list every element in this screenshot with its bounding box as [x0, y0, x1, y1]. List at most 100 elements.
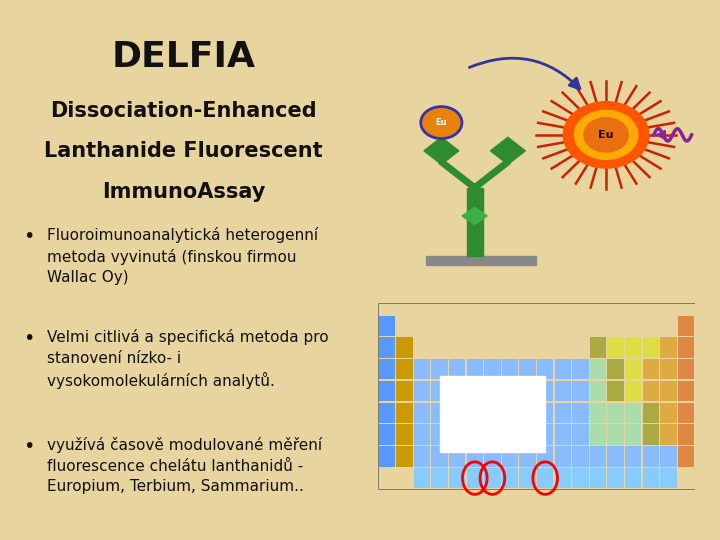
Bar: [608, 381, 624, 401]
Bar: [502, 403, 518, 423]
Bar: [537, 359, 554, 380]
Bar: [590, 381, 606, 401]
Text: •: •: [23, 227, 35, 246]
Bar: [572, 403, 589, 423]
Bar: [396, 381, 413, 401]
Bar: [414, 424, 431, 445]
Circle shape: [420, 106, 462, 139]
Bar: [590, 468, 606, 488]
Bar: [519, 468, 536, 488]
Bar: [449, 403, 465, 423]
Bar: [590, 424, 606, 445]
Bar: [431, 381, 448, 401]
Bar: [678, 315, 694, 336]
Bar: [625, 403, 642, 423]
Bar: [642, 381, 659, 401]
Bar: [379, 359, 395, 380]
Bar: [396, 403, 413, 423]
Bar: [572, 381, 589, 401]
Circle shape: [563, 102, 649, 168]
Bar: [660, 338, 677, 357]
Bar: [572, 468, 589, 488]
Text: Fluoroimunoanalytická heterogenní
metoda vyvinutá (finskou firmou
Wallac Oy): Fluoroimunoanalytická heterogenní metoda…: [47, 227, 318, 285]
Bar: [678, 403, 694, 423]
Bar: [642, 338, 659, 357]
FancyArrowPatch shape: [657, 131, 665, 139]
Bar: [625, 359, 642, 380]
Bar: [590, 446, 606, 467]
Bar: [660, 468, 677, 488]
Bar: [379, 424, 395, 445]
Bar: [519, 403, 536, 423]
Bar: [484, 359, 500, 380]
Bar: [537, 468, 554, 488]
Bar: [519, 446, 536, 467]
Bar: [396, 424, 413, 445]
Bar: [449, 359, 465, 380]
Bar: [449, 446, 465, 467]
Text: Dissociation-Enhanced: Dissociation-Enhanced: [50, 100, 317, 121]
Bar: [678, 424, 694, 445]
Bar: [625, 468, 642, 488]
Bar: [572, 446, 589, 467]
Bar: [431, 424, 448, 445]
Bar: [396, 359, 413, 380]
Bar: [484, 381, 500, 401]
Bar: [502, 468, 518, 488]
Bar: [379, 338, 395, 357]
Bar: [537, 403, 554, 423]
Bar: [467, 188, 482, 256]
Bar: [590, 359, 606, 380]
Bar: [502, 381, 518, 401]
Bar: [554, 446, 571, 467]
Bar: [608, 359, 624, 380]
Bar: [414, 359, 431, 380]
Text: DELFIA: DELFIA: [112, 40, 256, 73]
Text: využívá časově modulované měření
fluorescence chelátu lanthanidů -
Europium, Ter: využívá časově modulované měření fluores…: [47, 437, 322, 494]
Bar: [625, 338, 642, 357]
Bar: [414, 403, 431, 423]
Bar: [519, 359, 536, 380]
Bar: [414, 381, 431, 401]
Bar: [554, 381, 571, 401]
Bar: [467, 424, 483, 445]
Bar: [484, 446, 500, 467]
Bar: [431, 446, 448, 467]
Bar: [678, 381, 694, 401]
Bar: [642, 359, 659, 380]
Bar: [660, 381, 677, 401]
Text: Eu: Eu: [436, 118, 447, 127]
Text: ImmunoAssay: ImmunoAssay: [102, 181, 265, 202]
Bar: [414, 468, 431, 488]
Bar: [502, 359, 518, 380]
Bar: [608, 468, 624, 488]
Bar: [590, 403, 606, 423]
Text: •: •: [23, 329, 35, 348]
Bar: [449, 381, 465, 401]
Bar: [554, 424, 571, 445]
Bar: [590, 338, 606, 357]
Bar: [467, 403, 483, 423]
Polygon shape: [462, 207, 487, 225]
Bar: [608, 424, 624, 445]
Text: •: •: [23, 437, 35, 456]
Bar: [554, 403, 571, 423]
FancyArrowPatch shape: [469, 58, 580, 89]
Bar: [660, 403, 677, 423]
Bar: [537, 446, 554, 467]
Bar: [625, 424, 642, 445]
Bar: [426, 256, 536, 265]
Bar: [678, 446, 694, 467]
Bar: [660, 446, 677, 467]
Bar: [642, 446, 659, 467]
Bar: [625, 381, 642, 401]
Bar: [440, 376, 545, 452]
Bar: [642, 403, 659, 423]
Bar: [467, 359, 483, 380]
Text: Lanthanide Fluorescent: Lanthanide Fluorescent: [45, 141, 323, 161]
Bar: [660, 424, 677, 445]
Bar: [678, 359, 694, 380]
Circle shape: [584, 118, 629, 152]
Bar: [502, 446, 518, 467]
Bar: [379, 381, 395, 401]
